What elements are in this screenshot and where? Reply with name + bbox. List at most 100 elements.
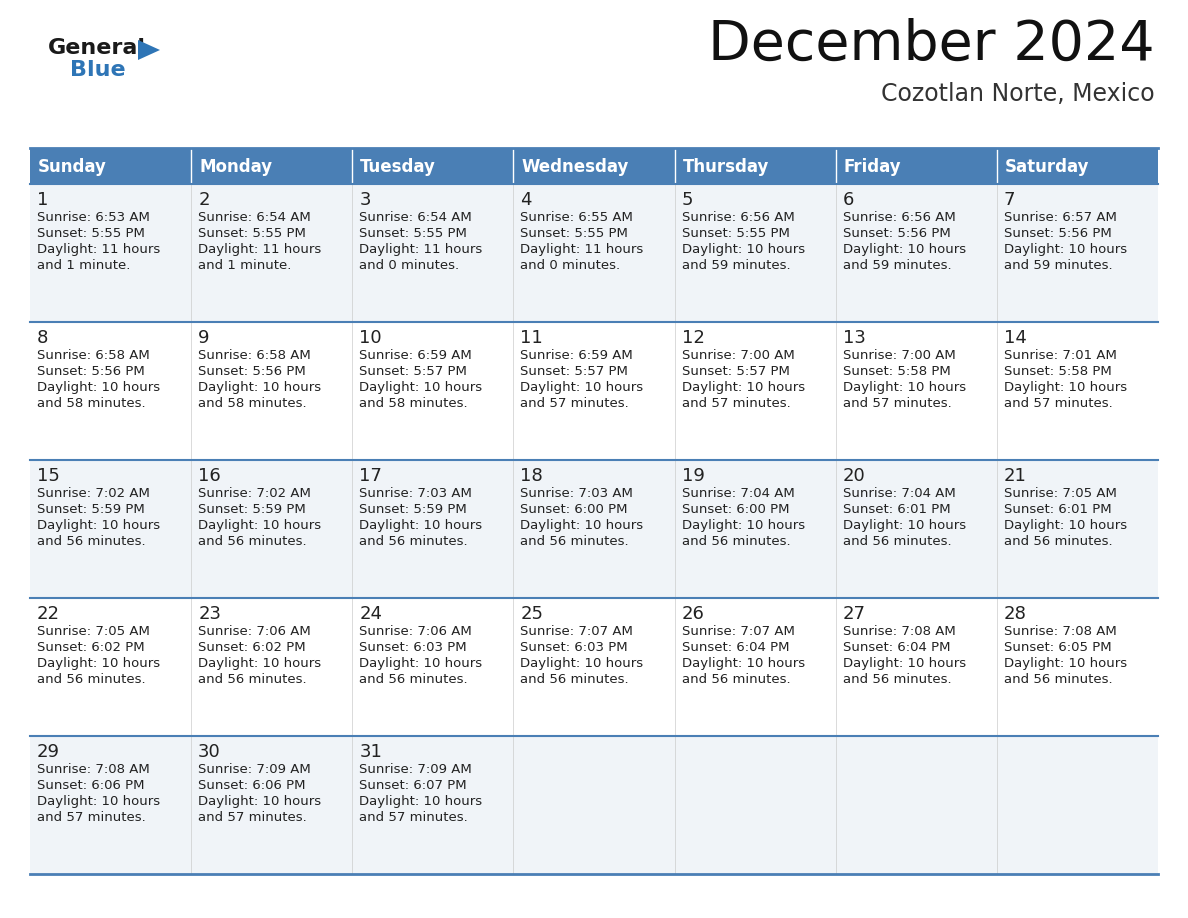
Text: and 57 minutes.: and 57 minutes.: [359, 811, 468, 824]
Text: Daylight: 10 hours: Daylight: 10 hours: [198, 381, 321, 394]
Text: Daylight: 10 hours: Daylight: 10 hours: [198, 519, 321, 532]
Text: 1: 1: [37, 191, 49, 209]
Text: Sunrise: 7:09 AM: Sunrise: 7:09 AM: [359, 763, 472, 776]
Text: Sunset: 5:59 PM: Sunset: 5:59 PM: [359, 503, 467, 516]
Text: Sunrise: 7:04 AM: Sunrise: 7:04 AM: [842, 487, 955, 500]
Text: 6: 6: [842, 191, 854, 209]
Text: Daylight: 10 hours: Daylight: 10 hours: [842, 381, 966, 394]
Text: and 56 minutes.: and 56 minutes.: [520, 535, 630, 548]
Text: and 57 minutes.: and 57 minutes.: [682, 397, 790, 410]
Bar: [997, 148, 1158, 184]
Bar: [353, 148, 513, 184]
Text: Sunrise: 7:00 AM: Sunrise: 7:00 AM: [682, 349, 795, 362]
Text: 9: 9: [198, 329, 209, 347]
Text: 14: 14: [1004, 329, 1026, 347]
Text: Thursday: Thursday: [683, 158, 769, 176]
Text: Daylight: 10 hours: Daylight: 10 hours: [37, 519, 160, 532]
Text: Wednesday: Wednesday: [522, 158, 628, 176]
Text: Sunset: 6:02 PM: Sunset: 6:02 PM: [37, 641, 145, 654]
Text: Sunset: 5:58 PM: Sunset: 5:58 PM: [1004, 365, 1112, 378]
Text: and 56 minutes.: and 56 minutes.: [1004, 535, 1112, 548]
Text: Daylight: 10 hours: Daylight: 10 hours: [1004, 519, 1127, 532]
Text: Daylight: 10 hours: Daylight: 10 hours: [842, 519, 966, 532]
Text: 8: 8: [37, 329, 49, 347]
Text: Friday: Friday: [843, 158, 902, 176]
Text: Daylight: 11 hours: Daylight: 11 hours: [198, 243, 322, 256]
Text: 11: 11: [520, 329, 543, 347]
Text: Sunset: 5:56 PM: Sunset: 5:56 PM: [1004, 227, 1112, 240]
Text: Sunset: 6:03 PM: Sunset: 6:03 PM: [520, 641, 628, 654]
Text: Sunrise: 6:56 AM: Sunrise: 6:56 AM: [682, 211, 795, 224]
Text: 25: 25: [520, 605, 543, 623]
Text: 21: 21: [1004, 467, 1026, 485]
Text: Daylight: 10 hours: Daylight: 10 hours: [1004, 657, 1127, 670]
Text: and 56 minutes.: and 56 minutes.: [359, 535, 468, 548]
Text: Sunrise: 6:56 AM: Sunrise: 6:56 AM: [842, 211, 955, 224]
Text: and 59 minutes.: and 59 minutes.: [842, 259, 952, 272]
Text: Tuesday: Tuesday: [360, 158, 436, 176]
Text: Daylight: 10 hours: Daylight: 10 hours: [1004, 381, 1127, 394]
Text: and 1 minute.: and 1 minute.: [198, 259, 291, 272]
Text: Sunrise: 6:59 AM: Sunrise: 6:59 AM: [359, 349, 472, 362]
Text: and 57 minutes.: and 57 minutes.: [37, 811, 146, 824]
Text: and 56 minutes.: and 56 minutes.: [198, 535, 307, 548]
Text: 13: 13: [842, 329, 866, 347]
Text: Daylight: 10 hours: Daylight: 10 hours: [198, 657, 321, 670]
Text: Sunset: 5:55 PM: Sunset: 5:55 PM: [682, 227, 790, 240]
Text: and 56 minutes.: and 56 minutes.: [359, 673, 468, 686]
Text: Sunrise: 6:59 AM: Sunrise: 6:59 AM: [520, 349, 633, 362]
Text: Sunrise: 7:00 AM: Sunrise: 7:00 AM: [842, 349, 955, 362]
Text: 18: 18: [520, 467, 543, 485]
Text: Daylight: 10 hours: Daylight: 10 hours: [520, 381, 644, 394]
Text: Sunset: 6:04 PM: Sunset: 6:04 PM: [842, 641, 950, 654]
Text: Sunday: Sunday: [38, 158, 107, 176]
Text: 28: 28: [1004, 605, 1026, 623]
Text: 22: 22: [37, 605, 61, 623]
Text: Sunset: 6:06 PM: Sunset: 6:06 PM: [37, 779, 145, 792]
Text: 31: 31: [359, 743, 383, 761]
Text: Sunset: 5:59 PM: Sunset: 5:59 PM: [198, 503, 305, 516]
Polygon shape: [138, 40, 160, 60]
Text: Sunrise: 6:54 AM: Sunrise: 6:54 AM: [359, 211, 472, 224]
Text: Sunset: 6:02 PM: Sunset: 6:02 PM: [198, 641, 305, 654]
Text: 4: 4: [520, 191, 532, 209]
Text: Sunset: 6:01 PM: Sunset: 6:01 PM: [842, 503, 950, 516]
Text: Sunset: 5:56 PM: Sunset: 5:56 PM: [37, 365, 145, 378]
Bar: [191, 148, 353, 184]
Bar: [30, 148, 191, 184]
Text: and 56 minutes.: and 56 minutes.: [37, 535, 146, 548]
Text: Sunrise: 6:57 AM: Sunrise: 6:57 AM: [1004, 211, 1117, 224]
Bar: [30, 184, 1158, 322]
Text: and 58 minutes.: and 58 minutes.: [37, 397, 146, 410]
Text: Sunrise: 7:02 AM: Sunrise: 7:02 AM: [37, 487, 150, 500]
Text: Daylight: 10 hours: Daylight: 10 hours: [842, 243, 966, 256]
Bar: [30, 598, 1158, 736]
Text: and 58 minutes.: and 58 minutes.: [198, 397, 307, 410]
Text: 15: 15: [37, 467, 59, 485]
Text: and 57 minutes.: and 57 minutes.: [198, 811, 307, 824]
Text: Sunset: 6:00 PM: Sunset: 6:00 PM: [520, 503, 628, 516]
Text: Daylight: 10 hours: Daylight: 10 hours: [37, 795, 160, 808]
Text: 27: 27: [842, 605, 866, 623]
Text: and 56 minutes.: and 56 minutes.: [682, 673, 790, 686]
Text: Daylight: 10 hours: Daylight: 10 hours: [359, 657, 482, 670]
Text: Sunrise: 7:03 AM: Sunrise: 7:03 AM: [520, 487, 633, 500]
Bar: [835, 148, 997, 184]
Text: Sunset: 5:59 PM: Sunset: 5:59 PM: [37, 503, 145, 516]
Text: and 1 minute.: and 1 minute.: [37, 259, 131, 272]
Text: 23: 23: [198, 605, 221, 623]
Text: Sunset: 5:55 PM: Sunset: 5:55 PM: [520, 227, 628, 240]
Text: Sunrise: 7:07 AM: Sunrise: 7:07 AM: [682, 625, 795, 638]
Text: and 56 minutes.: and 56 minutes.: [520, 673, 630, 686]
Text: and 56 minutes.: and 56 minutes.: [1004, 673, 1112, 686]
Text: Sunrise: 7:05 AM: Sunrise: 7:05 AM: [1004, 487, 1117, 500]
Text: Sunrise: 7:08 AM: Sunrise: 7:08 AM: [1004, 625, 1117, 638]
Text: Sunset: 6:07 PM: Sunset: 6:07 PM: [359, 779, 467, 792]
Text: Sunrise: 6:54 AM: Sunrise: 6:54 AM: [198, 211, 311, 224]
Bar: [30, 460, 1158, 598]
Text: Monday: Monday: [200, 158, 272, 176]
Text: Daylight: 10 hours: Daylight: 10 hours: [359, 381, 482, 394]
Text: 26: 26: [682, 605, 704, 623]
Text: Sunrise: 7:06 AM: Sunrise: 7:06 AM: [359, 625, 472, 638]
Text: 29: 29: [37, 743, 61, 761]
